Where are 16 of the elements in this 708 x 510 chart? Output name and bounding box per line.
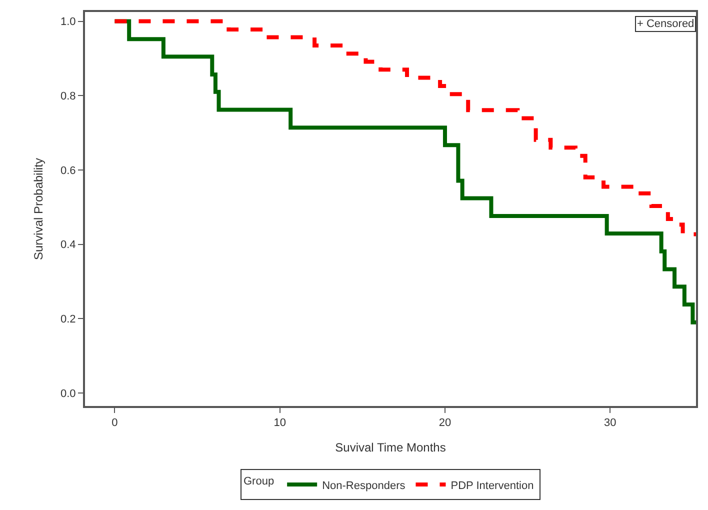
legend-label: Non-Responders: [322, 480, 406, 492]
x-axis-title: Suvival Time Months: [335, 440, 446, 455]
annotation: + Censored: [637, 18, 694, 30]
x-tick-label: 10: [274, 417, 286, 430]
y-tick-label: 0.6: [60, 164, 76, 177]
x-tick-label: 20: [438, 417, 452, 430]
legend-label: PDP Intervention: [450, 480, 534, 492]
y-tick-label: 0.2: [60, 314, 76, 326]
y-axis-title: Survival Probability: [31, 158, 46, 260]
x-tick-label: 30: [604, 417, 616, 430]
x-tick-label: 0: [112, 417, 118, 430]
y-tick-label: 1.0: [60, 16, 76, 28]
y-tick-label: 0.8: [60, 90, 76, 102]
y-tick-label: 0.0: [60, 388, 76, 400]
legend-title: Group: [244, 475, 274, 488]
y-tick-label: 0.4: [60, 239, 76, 252]
